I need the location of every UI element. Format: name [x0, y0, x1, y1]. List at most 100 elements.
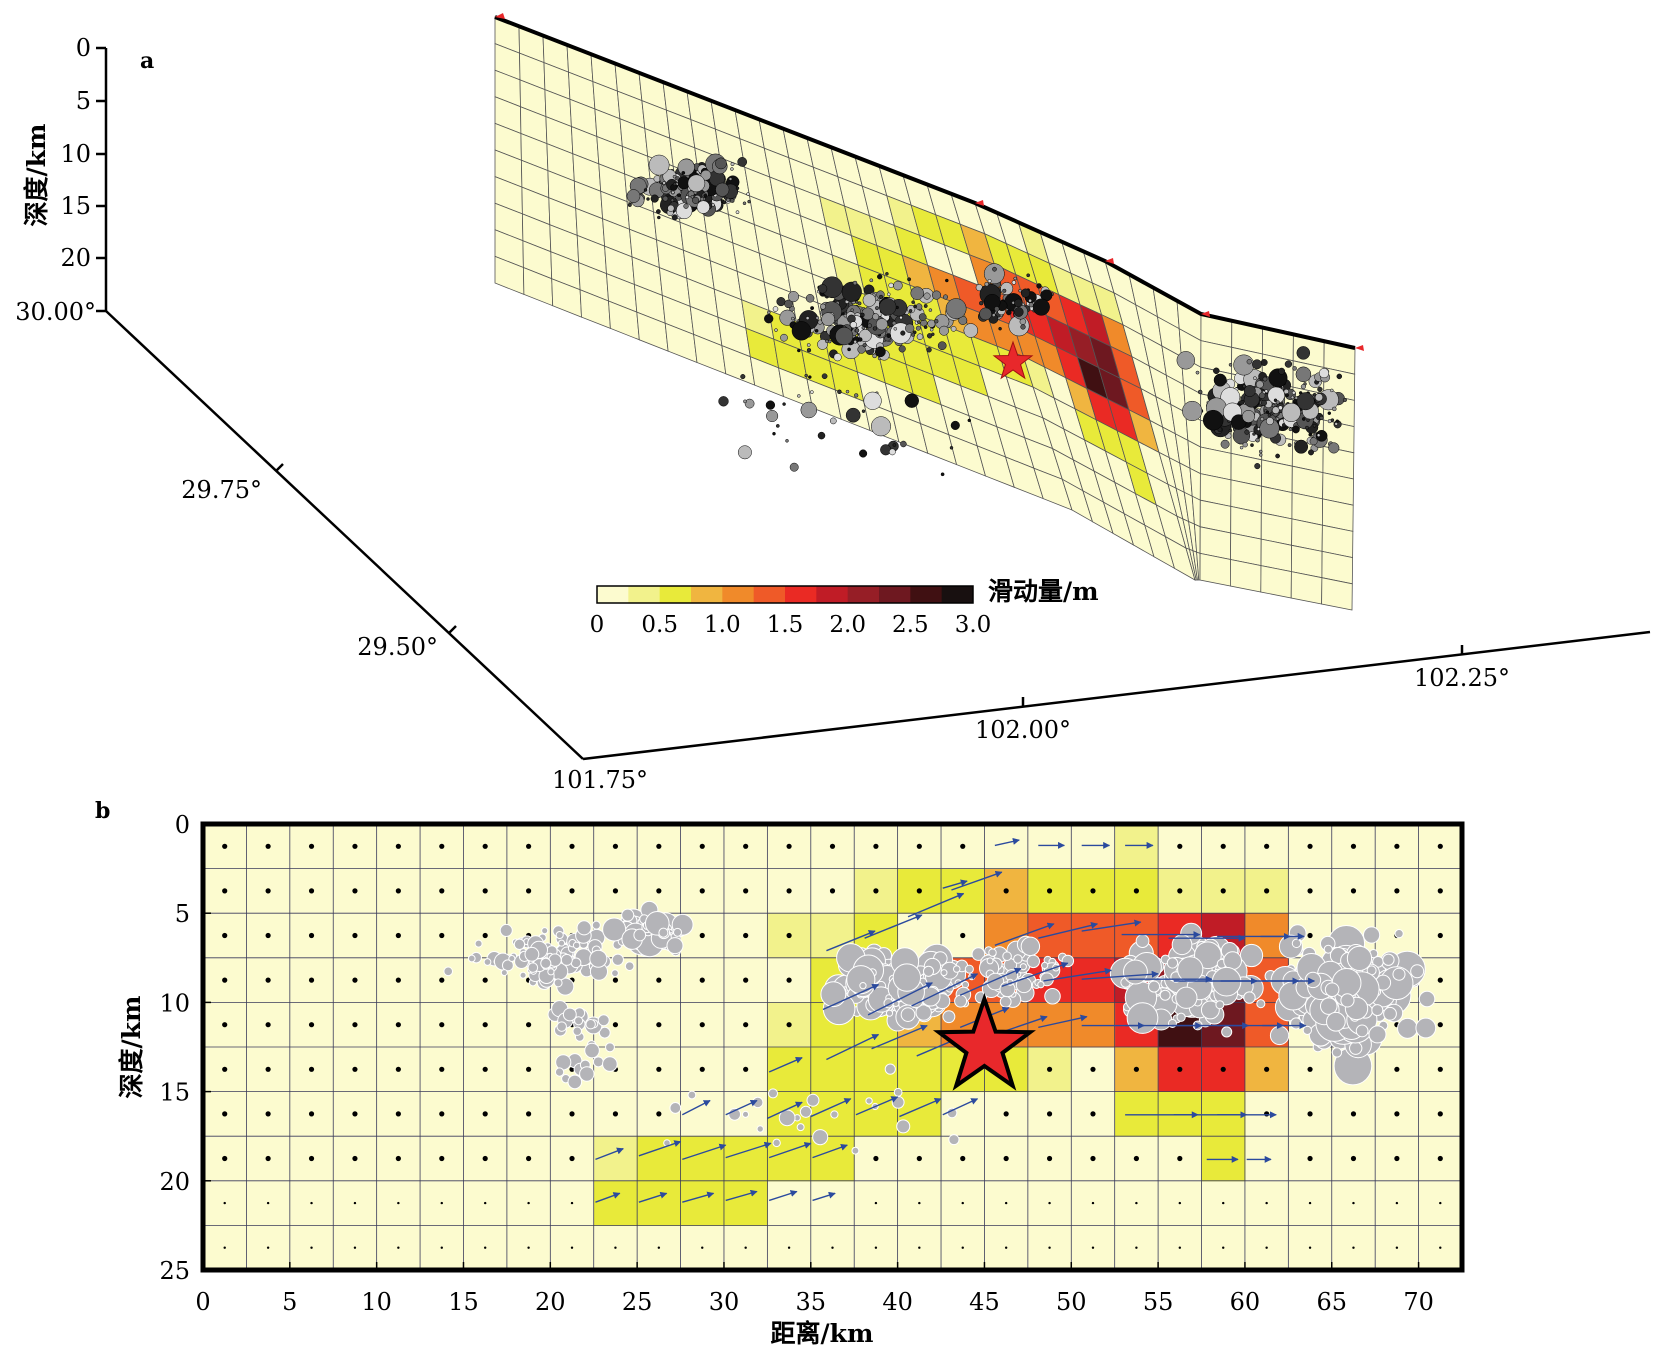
- zero-slip-dot: [701, 1246, 704, 1249]
- aftershock-event: [1148, 980, 1161, 993]
- zero-slip-dot: [743, 1066, 749, 1072]
- x-tick-label: 40: [882, 1288, 913, 1316]
- aftershock-event-3d: [859, 449, 868, 458]
- zero-slip-dot: [223, 1246, 226, 1249]
- aftershock-event: [986, 957, 994, 965]
- aftershock-event-3d: [728, 177, 733, 181]
- aftershock-event-3d: [841, 281, 862, 302]
- colorbar-tick-label: 1.5: [767, 612, 804, 638]
- zero-slip-dot: [222, 977, 228, 983]
- aftershock-event: [687, 1090, 697, 1100]
- aftershock-event-3d: [662, 195, 669, 202]
- zero-slip-dot: [482, 977, 488, 983]
- x-tick-label: 55: [1143, 1288, 1174, 1316]
- aftershock-event-3d: [875, 346, 886, 358]
- zero-slip-dot: [395, 1111, 401, 1117]
- zero-slip-dot: [395, 1155, 401, 1162]
- aftershock-event-3d: [1283, 388, 1289, 395]
- aftershock-event-3d: [821, 312, 835, 327]
- aftershock-event: [812, 1129, 829, 1146]
- aftershock-event-3d: [861, 409, 866, 413]
- aftershock-event: [820, 981, 847, 1008]
- zero-slip-dot: [439, 888, 445, 894]
- aftershock-event: [1175, 986, 1198, 1009]
- aftershock-event-3d: [911, 332, 916, 337]
- aftershock-event-3d: [837, 389, 842, 395]
- slip-cell: [1114, 824, 1159, 870]
- aftershock-event-3d: [1252, 359, 1262, 370]
- longitude-tick-101.75: 101.75°: [552, 766, 648, 794]
- zero-slip-dot: [1048, 1201, 1051, 1205]
- aftershock-event-3d: [1319, 415, 1324, 420]
- aftershock-event: [673, 927, 683, 937]
- zero-slip-dot: [1003, 1155, 1009, 1162]
- y-tick-label: 25: [159, 1257, 190, 1285]
- zero-slip-dot: [612, 843, 619, 849]
- aftershock-cloud-3d: [626, 153, 1347, 477]
- aftershock-event: [796, 1123, 805, 1132]
- aftershock-event-3d: [1014, 298, 1023, 308]
- aftershock-event-3d: [1258, 449, 1263, 454]
- zero-slip-dot: [874, 1246, 878, 1249]
- zero-slip-dot: [961, 1201, 964, 1205]
- aftershock-event-3d: [1334, 422, 1338, 426]
- aftershock-event-3d: [1018, 288, 1022, 293]
- aftershock-event-3d: [963, 323, 979, 338]
- zero-slip-dot: [656, 977, 662, 983]
- x-tick-label: 50: [1056, 1288, 1087, 1316]
- zero-slip-dot: [787, 1246, 791, 1249]
- aftershock-event-3d: [898, 345, 906, 353]
- aftershock-event-3d: [672, 182, 677, 186]
- aftershock-event-3d: [1011, 280, 1017, 285]
- aftershock-event-3d: [1314, 393, 1324, 402]
- aftershock-event-3d: [1275, 453, 1280, 459]
- aftershock-event-3d: [671, 214, 678, 221]
- zero-slip-dot: [222, 888, 228, 894]
- aftershock-event-3d: [949, 446, 954, 450]
- slip-vector-arrow: [855, 1096, 899, 1116]
- hypocenter-star-3d-shape: [992, 340, 1034, 380]
- zero-slip-dot: [786, 977, 792, 983]
- aftershock-event-3d: [730, 198, 735, 203]
- slip-cell: [1071, 957, 1116, 1003]
- zero-slip-dot: [786, 843, 792, 849]
- aftershock-event: [952, 965, 961, 973]
- zero-slip-dot: [1264, 888, 1270, 894]
- zero-slip-dot: [439, 977, 445, 983]
- slip-vector-arrow: [942, 879, 968, 889]
- aftershock-event-3d: [676, 193, 681, 198]
- panel-b-label: b: [95, 798, 110, 824]
- aftershock-event-3d: [1254, 463, 1261, 470]
- panel-a-depth-axis-title: 深度/km: [22, 124, 51, 227]
- zero-slip-dot: [699, 1066, 705, 1072]
- zero-slip-dot: [916, 888, 922, 894]
- aftershock-event-3d: [992, 266, 997, 272]
- zero-slip-dot: [352, 1066, 358, 1072]
- aftershock-event: [1020, 936, 1041, 957]
- zero-slip-dot: [1437, 1155, 1443, 1162]
- zero-slip-dot: [439, 843, 445, 849]
- slip-vector-arrow: [768, 1190, 798, 1202]
- aftershock-event-3d: [872, 313, 880, 321]
- zero-slip-dot: [482, 1155, 488, 1162]
- aftershock-event: [1256, 999, 1266, 1009]
- aftershock-event: [859, 981, 867, 990]
- aftershock-event-3d: [1294, 439, 1309, 454]
- aftershock-event-3d: [1250, 443, 1254, 447]
- panel-b-slip-profile: b 0 5 10 15 20 25 30 35 40 45 50 55 60 65 70 0 5 10 15 20 2…: [95, 798, 1465, 1347]
- longitude-tick-102.25: 102.25°: [1414, 664, 1510, 692]
- aftershock-event: [1269, 1025, 1290, 1046]
- aftershock-event-3d: [657, 215, 661, 220]
- zero-slip-dot: [352, 932, 358, 939]
- colorbar-label: 滑动量/m: [988, 577, 1099, 606]
- aftershock-event-3d: [776, 297, 786, 307]
- aftershock-event: [621, 908, 635, 922]
- aftershock-event-3d: [692, 196, 700, 204]
- aftershock-event: [1346, 945, 1373, 971]
- latitude-tick-29.50: 29.50°: [357, 633, 438, 661]
- zero-slip-dot: [1177, 1155, 1183, 1162]
- zero-slip-dot: [918, 1246, 921, 1249]
- aftershock-event: [915, 1004, 932, 1021]
- zero-slip-dot: [222, 1022, 228, 1028]
- aftershock-event-3d: [889, 448, 896, 456]
